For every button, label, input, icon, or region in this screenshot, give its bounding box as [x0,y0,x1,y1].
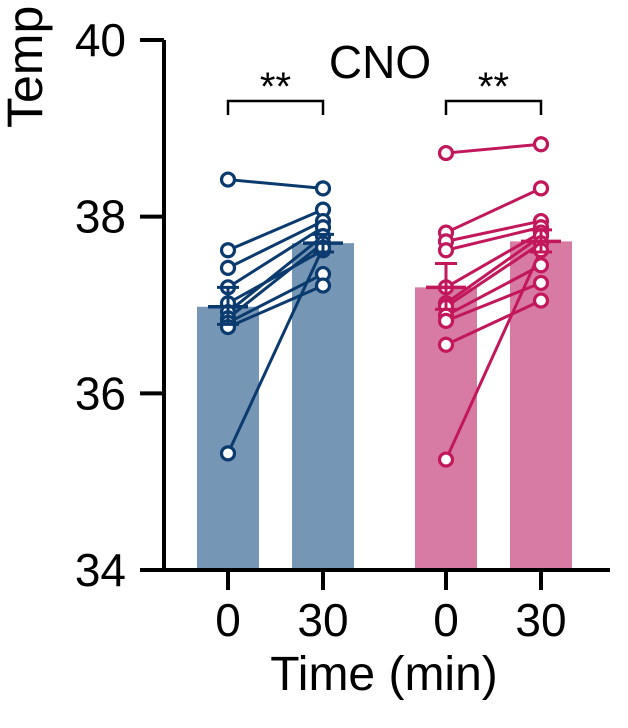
point-group2-1-t0 [437,144,455,162]
pair-line-group1-6 [227,234,324,314]
x-ticks-layer: 0 30 0 30 [215,570,567,646]
pair-line-group1-3 [227,219,324,270]
pair-line-group2-7 [445,241,542,309]
bar-group1-t30 [292,243,354,570]
point-group1-1-t0 [219,171,237,188]
point-group2-9-t30 [532,274,550,292]
significance-layer: ** ** [226,65,543,115]
y-tick-label-38: 38 [75,191,126,243]
pair-line-group1-10 [226,246,325,455]
point-group2-8-t30 [532,257,550,274]
point-group1-1-t30 [314,180,332,197]
y-ticks-layer: 34 36 38 40 [75,14,164,596]
pair-line-group2-1 [445,142,542,155]
point-group2-11-t0 [437,451,455,468]
bar-group2-t0 [415,287,477,570]
pair-line-group1-1 [227,178,324,190]
y-tick-label-36: 36 [75,367,126,419]
point-group2-10-t0 [437,336,455,353]
point-group2-2-t30 [532,180,550,197]
point-group1-2-t0 [219,242,237,259]
significance-label-2: ** [478,65,509,109]
significance-bracket-2 [444,99,543,115]
point-group2-1-t30 [532,136,550,153]
x-axis-label: Time (min) [270,648,498,701]
point-group2-9-t0 [437,312,455,329]
pair-line-group1-4 [227,225,324,289]
bar-group1-t0 [197,306,259,570]
point-group1-9-t30 [314,277,332,294]
sem-markers-layer [208,228,561,326]
pair-line-group1-2 [227,208,324,252]
chart-title: CNO [329,36,431,88]
x-tick-label-2: 30 [297,594,348,646]
y-axis-label: Temp [0,6,53,128]
y-tick-label-34: 34 [75,544,126,596]
pair-line-group2-10 [445,299,542,347]
pair-line-group2-8 [445,263,542,317]
significance-bracket-1 [226,99,325,115]
axes [162,40,610,572]
pair-line-group2-3 [445,219,542,243]
pair-line-group2-11 [444,249,543,461]
paired-points-layer [219,136,550,468]
x-tick-label-1: 0 [215,594,241,646]
y-tick-label-40: 40 [75,14,126,66]
pair-line-group1-5 [227,248,324,305]
pair-line-group2-9 [445,281,542,323]
point-group1-10-t0 [219,445,237,462]
point-group2-4-t0 [437,242,455,259]
x-tick-label-4: 30 [515,594,566,646]
pair-line-group2-2 [445,187,542,234]
pair-line-group2-6 [445,234,542,305]
significance-label-1: ** [260,65,291,109]
pair-line-group2-4 [445,225,542,252]
x-tick-label-3: 0 [433,594,459,646]
point-group2-10-t30 [532,292,550,309]
point-group1-3-t0 [219,259,237,276]
pair-line-group1-9 [227,284,324,329]
